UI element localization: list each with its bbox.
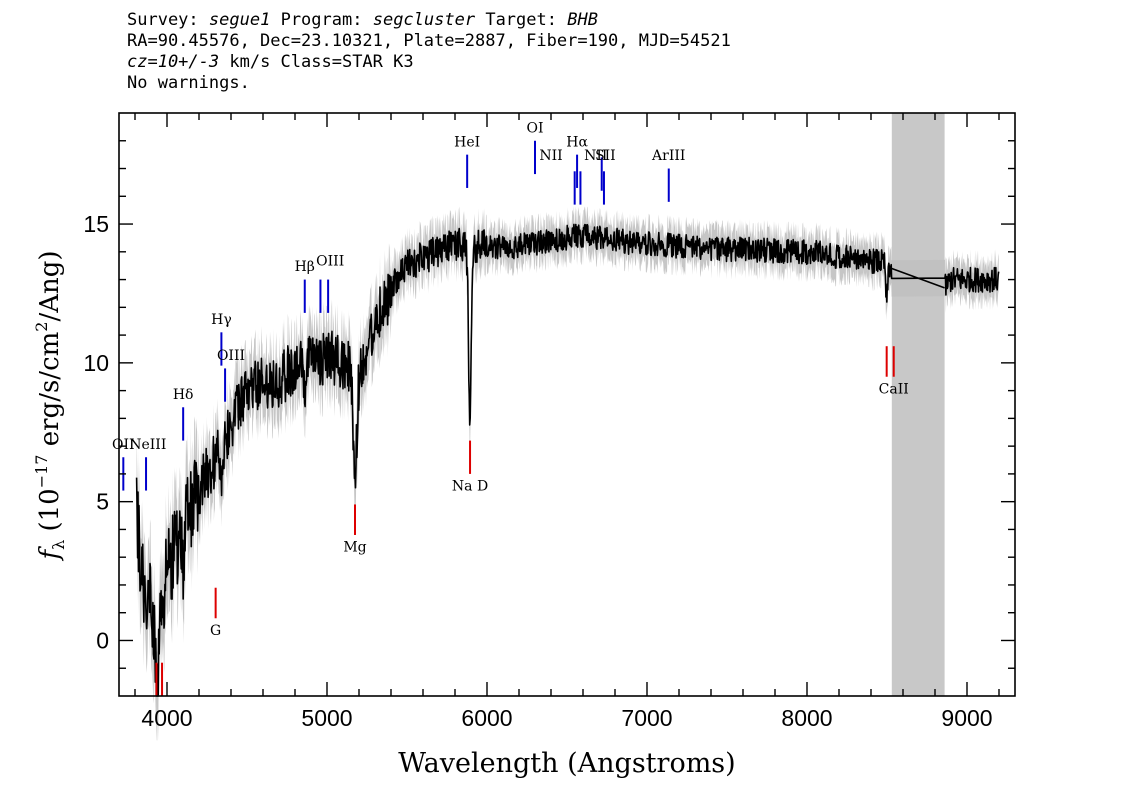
spectrum-layer	[135, 223, 1000, 697]
x-tick-label: 4000	[141, 705, 192, 731]
y-tick-label: 5	[96, 489, 109, 515]
emission-line-label: NeIII	[129, 437, 166, 453]
emission-line-label: SII	[595, 148, 616, 164]
survey-value: segue1	[208, 10, 271, 30]
x-tick-label: 6000	[461, 705, 512, 731]
ylabel-units: erg/s/cm	[35, 332, 65, 455]
masked-region	[891, 113, 945, 696]
plot-frame	[118, 112, 1016, 697]
y-tick-label: 15	[83, 211, 109, 237]
target-value: BHB	[567, 10, 598, 30]
ylabel-lambda: λ	[49, 540, 68, 550]
header-line-3: cz=10+/-3 km/s Class=STAR K3	[127, 52, 731, 73]
survey-label: Survey:	[127, 10, 199, 30]
target-label: Target:	[485, 10, 557, 30]
emission-line-label: Hα	[566, 134, 588, 150]
y-tick-label: 10	[83, 350, 109, 376]
emission-line-label: OIII	[217, 348, 245, 364]
y-axis-label: fλ (10−17 erg/s/cm2/Ang)	[32, 250, 68, 561]
ylabel-ang: /Ang)	[35, 250, 65, 321]
header-line-1: Survey: segue1 Program: segcluster Targe…	[127, 10, 731, 31]
header-line-4: No warnings.	[127, 73, 250, 93]
x-tick-label: 7000	[621, 705, 672, 731]
emission-line-label: Hδ	[173, 387, 194, 403]
emission-line-label: Hγ	[211, 312, 232, 328]
x-tick-label: 9000	[941, 705, 992, 731]
absorption-line-label: G	[210, 623, 221, 639]
emission-line-label: ArIII	[651, 148, 685, 164]
cz-value: cz=10+/-3	[127, 52, 220, 72]
header-line-2: RA=90.45576, Dec=23.10321, Plate=2887, F…	[127, 31, 731, 51]
spectrum-header: Survey: segue1 Program: segcluster Targe…	[127, 10, 731, 94]
ylabel-exp: −17	[32, 455, 51, 489]
y-tick-label: 0	[96, 627, 109, 653]
emission-line-label: OIII	[316, 254, 344, 270]
emission-line-label: NII	[539, 148, 562, 164]
absorption-line-label: Mg	[343, 540, 366, 556]
error-band-layer	[136, 206, 999, 741]
class-info: km/s Class=STAR K3	[229, 52, 414, 72]
x-tick-label: 8000	[781, 705, 832, 731]
x-axis-label: Wavelength (Angstroms)	[398, 748, 735, 779]
emission-line-label: OI	[526, 120, 543, 136]
absorption-line-label: CaII	[879, 381, 909, 397]
emission-line-label: Hβ	[295, 259, 315, 275]
masked-region-layer	[891, 113, 945, 696]
ylabel-sq: 2	[32, 322, 51, 332]
ylabel-text: (10	[35, 488, 65, 540]
axes-layer: 4000 5000 6000 7000 8000 9000 0 5 10 15	[83, 112, 1016, 731]
emission-line-label: OII	[112, 437, 135, 453]
program-value: segcluster	[372, 10, 476, 30]
program-label: Program:	[280, 10, 363, 30]
error-band	[136, 206, 999, 741]
x-tick-label: 5000	[301, 705, 352, 731]
spectrum-line	[135, 223, 1000, 697]
emission-line-label: HeI	[454, 134, 480, 150]
absorption-line-label: Na D	[452, 479, 488, 495]
mask-bridge	[891, 267, 945, 289]
